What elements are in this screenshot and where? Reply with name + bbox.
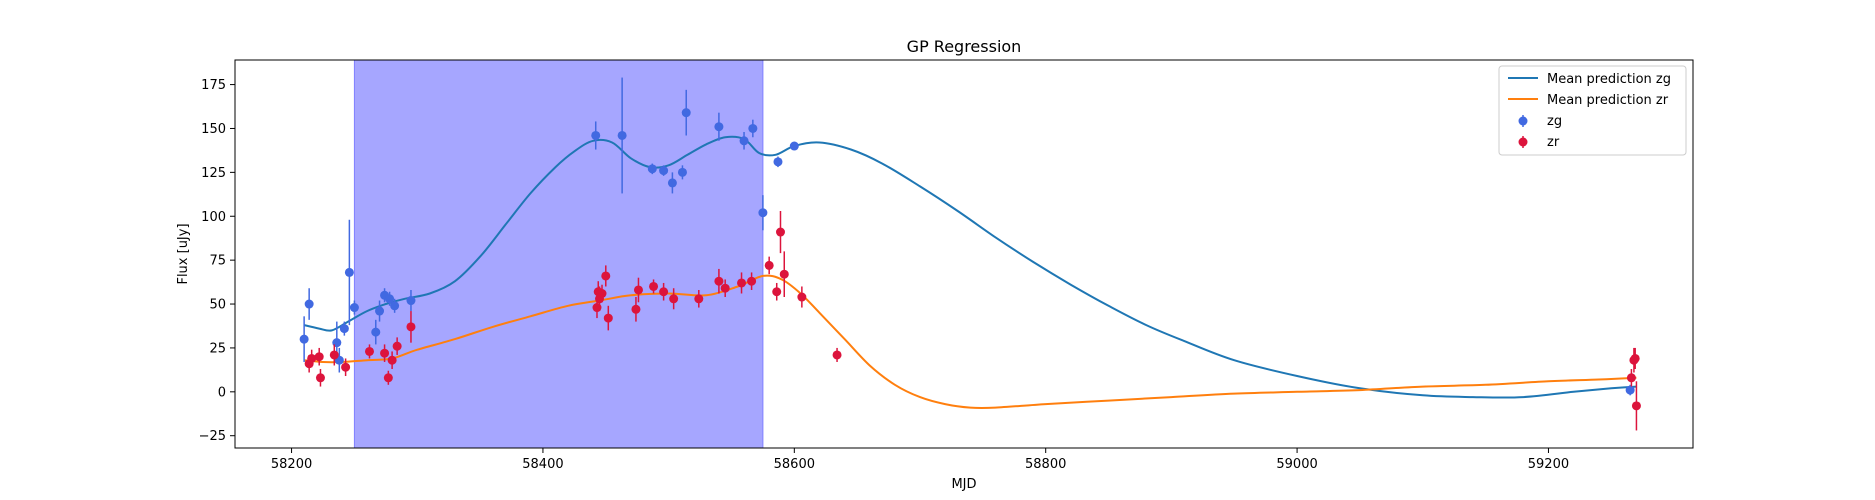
y-tick-label-4: 75 [209,254,226,269]
data-point-2-4 [339,324,349,334]
data-point-3-36 [1630,353,1640,363]
x-tick-label-2: 58600 [774,457,815,472]
data-point-2-23 [758,208,768,218]
data-point-3-23 [694,294,704,304]
data-point-3-19 [633,285,643,295]
x-tick-label-5: 59200 [1528,457,1569,472]
y-axis-label: Flux [uJy] [176,223,191,284]
points-layer [299,77,1641,431]
data-point-3-17 [603,313,613,323]
y-tick-label-5: 100 [201,210,226,225]
data-point-2-12 [406,296,416,306]
data-point-3-30 [775,227,785,237]
data-point-2-10 [385,294,395,304]
data-point-2-14 [617,130,627,140]
legend-label-zg-points: zg [1547,114,1562,129]
data-point-2-5 [344,267,354,277]
data-point-3-20 [649,281,659,291]
y-axis-ticks: −25 0 25 50 75 100 125 150 175 [199,78,235,444]
data-point-3-25 [720,283,730,293]
x-tick-label-4: 59000 [1276,457,1317,472]
data-point-3-29 [772,287,782,297]
data-point-3-18 [631,304,641,314]
y-tick-label-7: 150 [201,122,226,137]
y-tick-label-3: 50 [209,298,226,313]
data-point-3-26 [737,278,747,288]
data-point-2-13 [591,130,601,140]
highlight-span-layer [353,59,764,449]
mean-line-1 [304,274,1637,410]
mean-line-0 [303,135,1637,399]
data-point-3-7 [380,348,390,358]
data-point-3-5 [341,362,351,372]
data-point-2-0 [299,334,309,344]
chart-title: GP Regression [907,37,1022,56]
data-point-3-34 [1626,373,1636,383]
line-layer [303,135,1637,410]
legend-marker-zg [1518,116,1528,126]
data-point-3-33 [832,350,842,360]
data-point-2-19 [681,108,691,118]
x-axis-label: MJD [951,477,976,492]
x-axis-ticks: 58200 58400 58600 58800 59000 59200 [271,448,1569,472]
data-point-2-18 [677,167,687,177]
x-tick-label-1: 58400 [522,457,563,472]
data-point-3-22 [669,294,679,304]
highlight-span [353,59,764,449]
data-point-3-9 [387,355,397,365]
legend: Mean prediction zg Mean prediction zr zg… [1498,65,1687,156]
data-point-2-15 [647,164,657,174]
y-tick-label-6: 125 [201,166,226,181]
data-point-3-21 [659,287,669,297]
data-point-3-1 [307,353,317,363]
data-point-2-24 [773,157,783,167]
data-point-2-16 [659,166,669,176]
data-point-2-20 [714,122,724,132]
legend-label-zr-points: zr [1547,135,1560,150]
legend-box [1498,65,1687,156]
data-point-2-25 [789,141,799,151]
data-point-2-26 [1625,385,1635,395]
data-point-3-16 [601,271,611,281]
y-tick-label-8: 175 [201,78,226,93]
data-point-3-8 [383,373,393,383]
x-tick-label-3: 58800 [1025,457,1066,472]
data-point-2-22 [748,123,758,133]
data-point-3-31 [779,269,789,279]
axes-frame [234,59,1694,449]
data-point-2-17 [667,178,677,188]
data-point-3-10 [392,341,402,351]
data-point-2-8 [375,306,385,316]
y-tick-label-0: −25 [199,429,226,444]
data-point-2-11 [390,301,400,311]
x-tick-label-0: 58200 [271,457,312,472]
legend-label-zg-line: Mean prediction zg [1547,72,1671,87]
data-point-3-27 [747,276,757,286]
data-point-3-6 [364,346,374,356]
legend-marker-zr [1518,137,1528,147]
data-point-3-24 [714,276,724,286]
data-point-3-2 [314,352,324,362]
data-point-3-3 [315,373,325,383]
data-point-2-1 [304,299,314,309]
data-point-3-11 [406,322,416,332]
data-point-3-4 [329,350,339,360]
data-point-2-6 [349,303,359,313]
data-point-2-21 [739,136,749,146]
data-point-3-28 [764,260,774,270]
data-point-3-15 [597,289,607,299]
data-point-2-7 [371,327,381,337]
y-tick-label-2: 25 [209,341,226,356]
legend-label-zr-line: Mean prediction zr [1547,93,1669,108]
data-point-3-37 [1631,401,1641,411]
data-point-3-32 [797,292,807,302]
y-tick-label-1: 0 [218,385,226,400]
